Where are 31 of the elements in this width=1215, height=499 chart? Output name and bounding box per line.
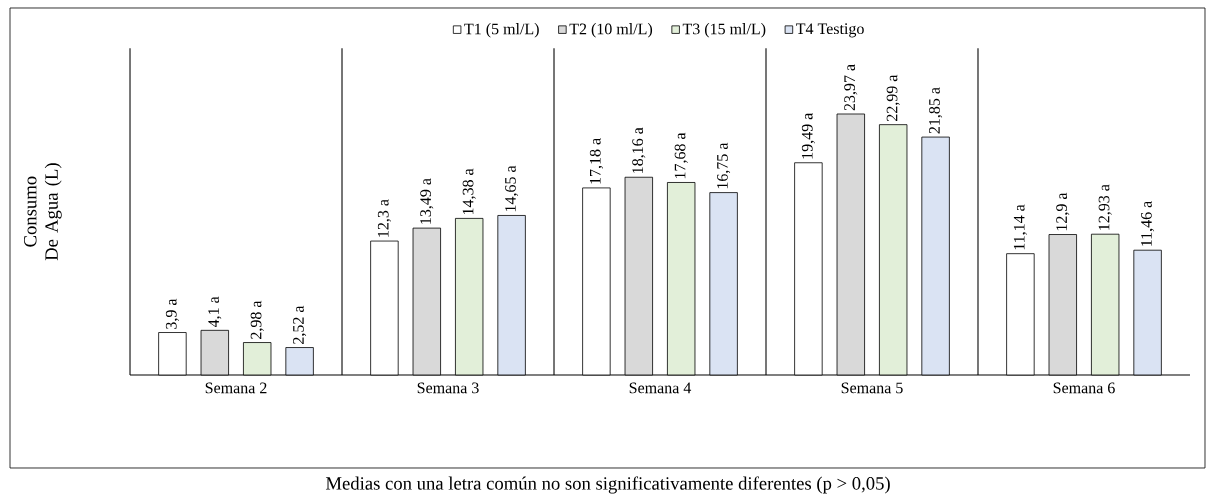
data-label: 18,16 a [632, 127, 646, 173]
x-tick-label: Semana 6 [1053, 382, 1115, 394]
data-label: 3,9 a [165, 298, 179, 329]
x-tick-label: Semana 2 [205, 382, 267, 394]
data-label: 17,68 a [674, 132, 688, 179]
data-label: 4,1 a [208, 296, 222, 328]
x-tick-label: Semana 3 [417, 382, 479, 394]
data-label: 12,93 a [1098, 184, 1112, 230]
data-label: 2,52 a [293, 305, 307, 344]
data-label: 23,97 a [844, 64, 858, 111]
legend-label: T3 (15 ml/L) [682, 23, 766, 38]
x-tick-label: Semana 4 [629, 382, 692, 394]
data-label: 2,98 a [250, 300, 264, 339]
data-label: 12,3 a [377, 199, 391, 237]
text: Medias con una letra común no son significativamente diferentes (p > 0,05) [325, 476, 890, 494]
data-label: 19,49 a [801, 112, 815, 159]
data-label: 14,38 a [462, 168, 476, 215]
legend-label: T1 (5 ml/L) [464, 23, 539, 38]
data-label: 11,46 a [1141, 201, 1155, 246]
data-label: 13,49 a [420, 178, 434, 224]
legend-label: T2 (10 ml/L) [569, 23, 653, 38]
data-label: 14,65 a [505, 165, 519, 212]
x-tick-label: Semana 5 [841, 382, 903, 394]
data-label: 22,99 a [886, 74, 900, 122]
legend-label: T4 Testigo [796, 23, 864, 38]
y-axis-title: Consumo De Agua (L) [23, 163, 62, 261]
data-label: 16,75 a [717, 142, 731, 189]
data-label: 21,85 a [929, 87, 943, 134]
data-label: 11,14 a [1013, 204, 1027, 250]
data-label: 17,18 a [589, 138, 603, 184]
data-label: 12,9 a [1056, 192, 1070, 231]
